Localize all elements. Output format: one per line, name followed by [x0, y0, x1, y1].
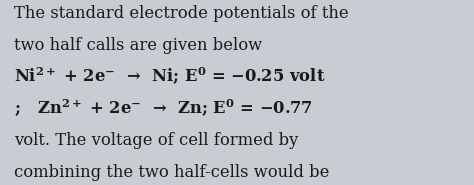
Text: $\mathregular{Ni^{2+}}$ + 2$\mathregular{e^{-}}$  →  Ni; $\mathregular{E^{0}}$ =: $\mathregular{Ni^{2+}}$ + 2$\mathregular… — [14, 66, 326, 87]
Text: ;   $\mathregular{Zn^{2+}}$ + 2$\mathregular{e^{-}}$  →  Zn; $\mathregular{E^{0}: ; $\mathregular{Zn^{2+}}$ + 2$\mathregul… — [14, 97, 313, 119]
Text: two half calls are given below: two half calls are given below — [14, 37, 262, 54]
Text: volt. The voltage of cell formed by: volt. The voltage of cell formed by — [14, 132, 299, 149]
Text: The standard electrode potentials of the: The standard electrode potentials of the — [14, 6, 349, 23]
Text: combining the two half-cells would be: combining the two half-cells would be — [14, 164, 329, 181]
